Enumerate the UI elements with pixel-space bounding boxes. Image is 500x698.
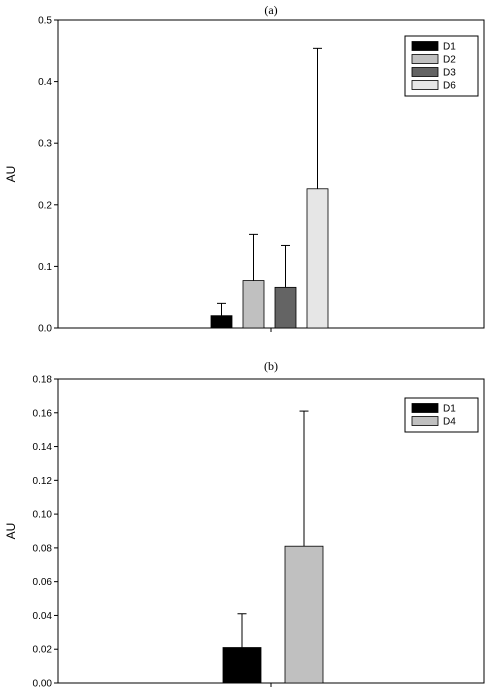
legend-swatch-d6 <box>411 80 439 90</box>
y-tick-label: 0.08 <box>33 543 53 554</box>
y-tick-label: 0.1 <box>38 262 52 273</box>
y-tick-label: 0.06 <box>33 577 53 588</box>
legend-swatch-d4 <box>411 416 439 426</box>
y-tick-label: 0.00 <box>33 679 53 690</box>
legend-swatch-d2 <box>411 54 439 64</box>
y-tick-label: 0.3 <box>38 139 52 150</box>
y-tick-label: 0.5 <box>38 16 52 27</box>
legend-label-d3: D3 <box>443 68 456 79</box>
bar-d1 <box>222 647 262 684</box>
bar-d4 <box>284 545 324 684</box>
legend-swatch-d1 <box>411 403 439 413</box>
y-tick-label: 0.0 <box>38 324 52 335</box>
y-axis-label: AU <box>4 523 18 540</box>
chart-title-b: (b) <box>264 359 278 373</box>
bar-d1 <box>210 315 233 329</box>
legend-label-d6: D6 <box>443 81 456 92</box>
y-axis-label: AU <box>4 166 18 183</box>
bar-d3 <box>274 286 297 329</box>
legend-label-d1: D1 <box>443 404 456 415</box>
chart-panel-b: (b) AU 0.00 0.02 0.04 0.06 0.08 0.10 0.12 0.14 0.1… <box>4 359 485 690</box>
y-tick-label: 0.4 <box>38 77 52 88</box>
legend-label-d2: D2 <box>443 55 456 66</box>
y-tick-label: 0.18 <box>33 375 53 386</box>
y-tick-label: 0.12 <box>33 476 53 487</box>
legend-swatch-d1 <box>411 41 439 51</box>
y-tick-label: 0.10 <box>33 510 53 521</box>
bar-d6 <box>306 188 329 329</box>
y-tick-label: 0.16 <box>33 408 53 419</box>
y-tick-label: 0.04 <box>33 611 53 622</box>
bar-d2 <box>242 280 265 329</box>
y-tick-label: 0.02 <box>33 645 53 656</box>
chart-title-a: (a) <box>264 3 277 17</box>
y-tick-label: 0.14 <box>33 442 53 453</box>
y-tick-label: 0.2 <box>38 200 52 211</box>
legend-label-d4: D4 <box>443 417 456 428</box>
legend-label-d1: D1 <box>443 42 456 53</box>
chart-panel-a: (a) AU 0.0 0.1 0.2 0.3 0.4 0.5 D1 D2 D3 D6 <box>4 3 485 335</box>
legend-swatch-d3 <box>411 67 439 77</box>
